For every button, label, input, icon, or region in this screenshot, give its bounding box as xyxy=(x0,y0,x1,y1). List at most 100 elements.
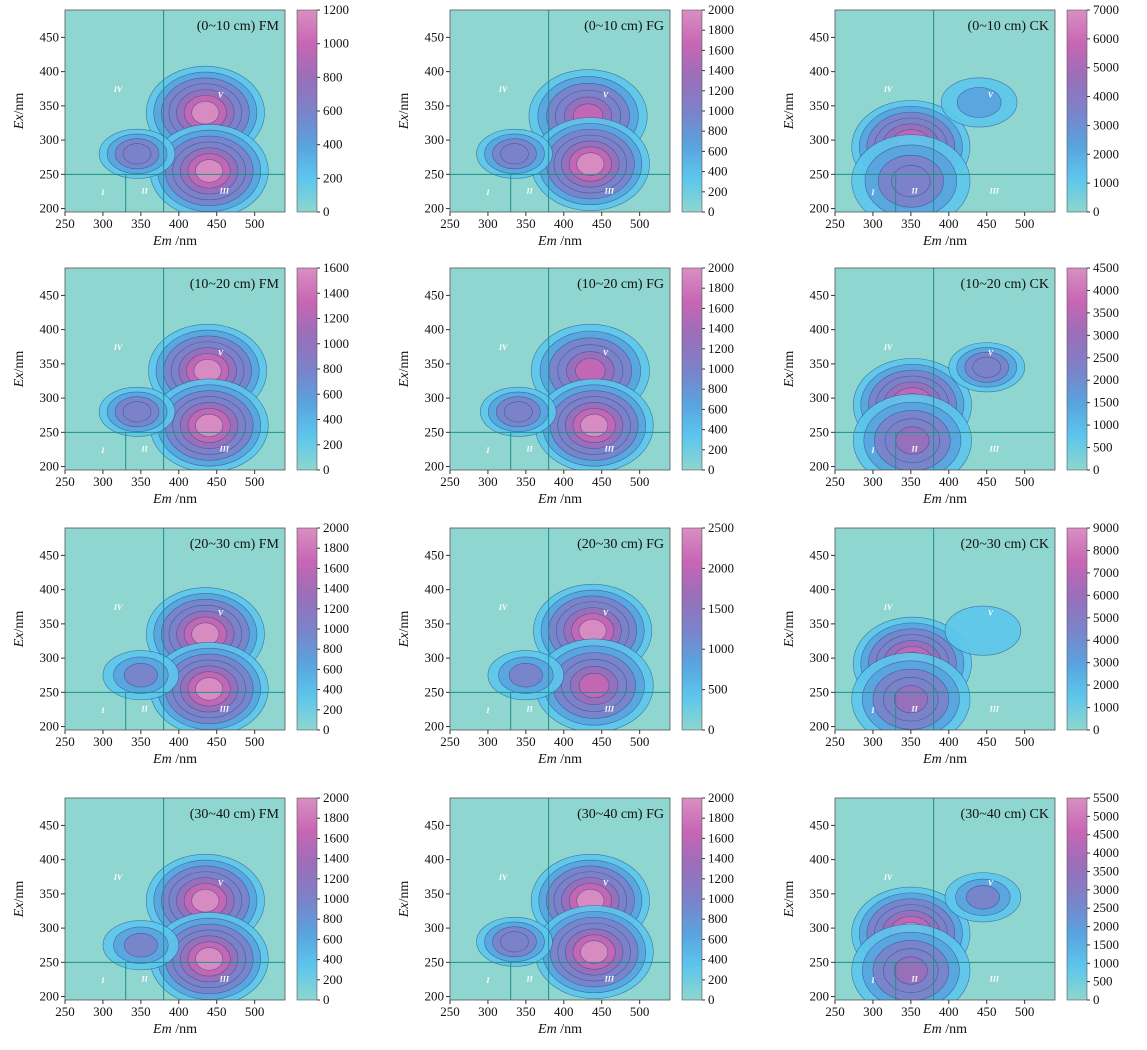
colorbar-tick-label: 1400 xyxy=(708,851,734,866)
y-tick-label: 450 xyxy=(40,817,60,832)
colorbar-tick-label: 1500 xyxy=(708,601,734,616)
x-tick-label: 500 xyxy=(245,474,265,489)
colorbar-tick-label: 3500 xyxy=(1093,305,1119,320)
x-tick-label: 500 xyxy=(630,474,650,489)
colorbar-tick-label: 1800 xyxy=(708,280,734,295)
y-tick-label: 400 xyxy=(425,64,445,79)
colorbar-tick-label: 600 xyxy=(323,103,343,118)
x-tick-label: 400 xyxy=(939,216,959,231)
y-tick-label: 250 xyxy=(425,684,445,699)
colorbar-tick-label: 0 xyxy=(323,462,330,477)
colorbar xyxy=(681,9,703,213)
x-axis-title: Em /nm xyxy=(537,1022,582,1037)
colorbar-tick-label: 1800 xyxy=(708,22,734,37)
y-tick-label: 250 xyxy=(40,954,60,969)
colorbar-tick-label: 3000 xyxy=(1093,117,1119,132)
x-tick-label: 450 xyxy=(592,734,612,749)
colorbar-tick-label: 0 xyxy=(1093,204,1100,219)
colorbar-tick-label: 1500 xyxy=(1093,937,1119,952)
y-tick-label: 200 xyxy=(425,459,445,474)
x-tick-label: 350 xyxy=(901,734,921,749)
x-tick-label: 350 xyxy=(516,474,536,489)
colorbar-tick-label: 400 xyxy=(708,422,728,437)
region-label: IV xyxy=(883,603,893,612)
y-tick-label: 450 xyxy=(40,287,60,302)
contour-level xyxy=(944,605,1022,656)
colorbar-tick-label: 1000 xyxy=(1093,417,1119,432)
colorbar-tick-label: 0 xyxy=(708,462,715,477)
contour-level xyxy=(191,889,220,913)
y-tick-label: 250 xyxy=(810,166,830,181)
colorbar-tick-label: 2000 xyxy=(708,260,734,275)
colorbar-tick-label: 1400 xyxy=(323,851,349,866)
x-axis-title: Em /nm xyxy=(152,492,197,507)
region-label: II xyxy=(141,445,149,454)
colorbar-tick-label: 1800 xyxy=(323,540,349,555)
region-label: V xyxy=(218,349,224,358)
colorbar-tick-label: 5000 xyxy=(1093,808,1119,823)
x-axis-title: Em /nm xyxy=(922,234,967,249)
y-tick-label: 350 xyxy=(425,886,445,901)
region-label: IV xyxy=(498,873,508,882)
y-tick-label: 300 xyxy=(810,650,830,665)
panel-title: (0~10 cm) CK xyxy=(968,19,1049,34)
region-label: II xyxy=(911,445,919,454)
colorbar-tick-label: 500 xyxy=(708,682,728,697)
region-label: I xyxy=(100,976,105,985)
y-tick-label: 250 xyxy=(40,424,60,439)
region-label: I xyxy=(100,446,105,455)
region-label: II xyxy=(141,705,149,714)
y-tick-label: 350 xyxy=(425,356,445,371)
x-tick-label: 250 xyxy=(825,1004,845,1019)
panel-title: (30~40 cm) FM xyxy=(190,807,280,822)
x-tick-label: 450 xyxy=(592,216,612,231)
colorbar-tick-label: 600 xyxy=(323,931,343,946)
x-tick-label: 400 xyxy=(939,1004,959,1019)
x-tick-label: 250 xyxy=(55,474,75,489)
region-label: II xyxy=(526,445,534,454)
colorbar-tick-label: 3000 xyxy=(1093,655,1119,670)
colorbar-tick-label: 5000 xyxy=(1093,610,1119,625)
colorbar-tick-label: 200 xyxy=(323,170,343,185)
region-label: II xyxy=(141,187,149,196)
y-tick-label: 300 xyxy=(40,650,60,665)
colorbar-tick-label: 200 xyxy=(708,442,728,457)
colorbar-tick-label: 2000 xyxy=(1093,372,1119,387)
colorbar-tick-label: 1000 xyxy=(323,891,349,906)
region-label: III xyxy=(219,705,230,714)
x-tick-label: 400 xyxy=(169,474,189,489)
x-tick-label: 400 xyxy=(939,474,959,489)
y-tick-label: 350 xyxy=(810,98,830,113)
contour-level xyxy=(503,401,533,423)
x-axis-title: Em /nm xyxy=(922,752,967,767)
x-tick-label: 450 xyxy=(207,1004,227,1019)
colorbar-tick-label: 2000 xyxy=(708,2,734,17)
contour-level xyxy=(508,663,543,688)
y-tick-label: 350 xyxy=(810,886,830,901)
colorbar-tick-label: 2000 xyxy=(708,560,734,575)
colorbar-tick-label: 1200 xyxy=(323,311,349,326)
y-tick-label: 350 xyxy=(425,616,445,631)
y-tick-label: 250 xyxy=(40,166,60,181)
x-axis-title: Em /nm xyxy=(152,752,197,767)
plot-frame xyxy=(834,9,1056,213)
colorbar-tick-label: 4000 xyxy=(1093,282,1119,297)
y-tick-label: 450 xyxy=(810,287,830,302)
region-label: IV xyxy=(883,343,893,352)
y-tick-label: 200 xyxy=(40,989,60,1004)
x-tick-label: 300 xyxy=(478,474,498,489)
region-label: II xyxy=(911,187,919,196)
colorbar-tick-label: 800 xyxy=(708,123,728,138)
y-tick-label: 450 xyxy=(425,817,445,832)
x-tick-label: 300 xyxy=(93,474,113,489)
y-axis-title: Ex/nm xyxy=(397,93,412,131)
colorbar-tick-label: 1000 xyxy=(1093,175,1119,190)
colorbar-tick-label: 1200 xyxy=(323,2,349,17)
plot-frame xyxy=(449,267,671,471)
colorbar-tick-label: 0 xyxy=(1093,462,1100,477)
